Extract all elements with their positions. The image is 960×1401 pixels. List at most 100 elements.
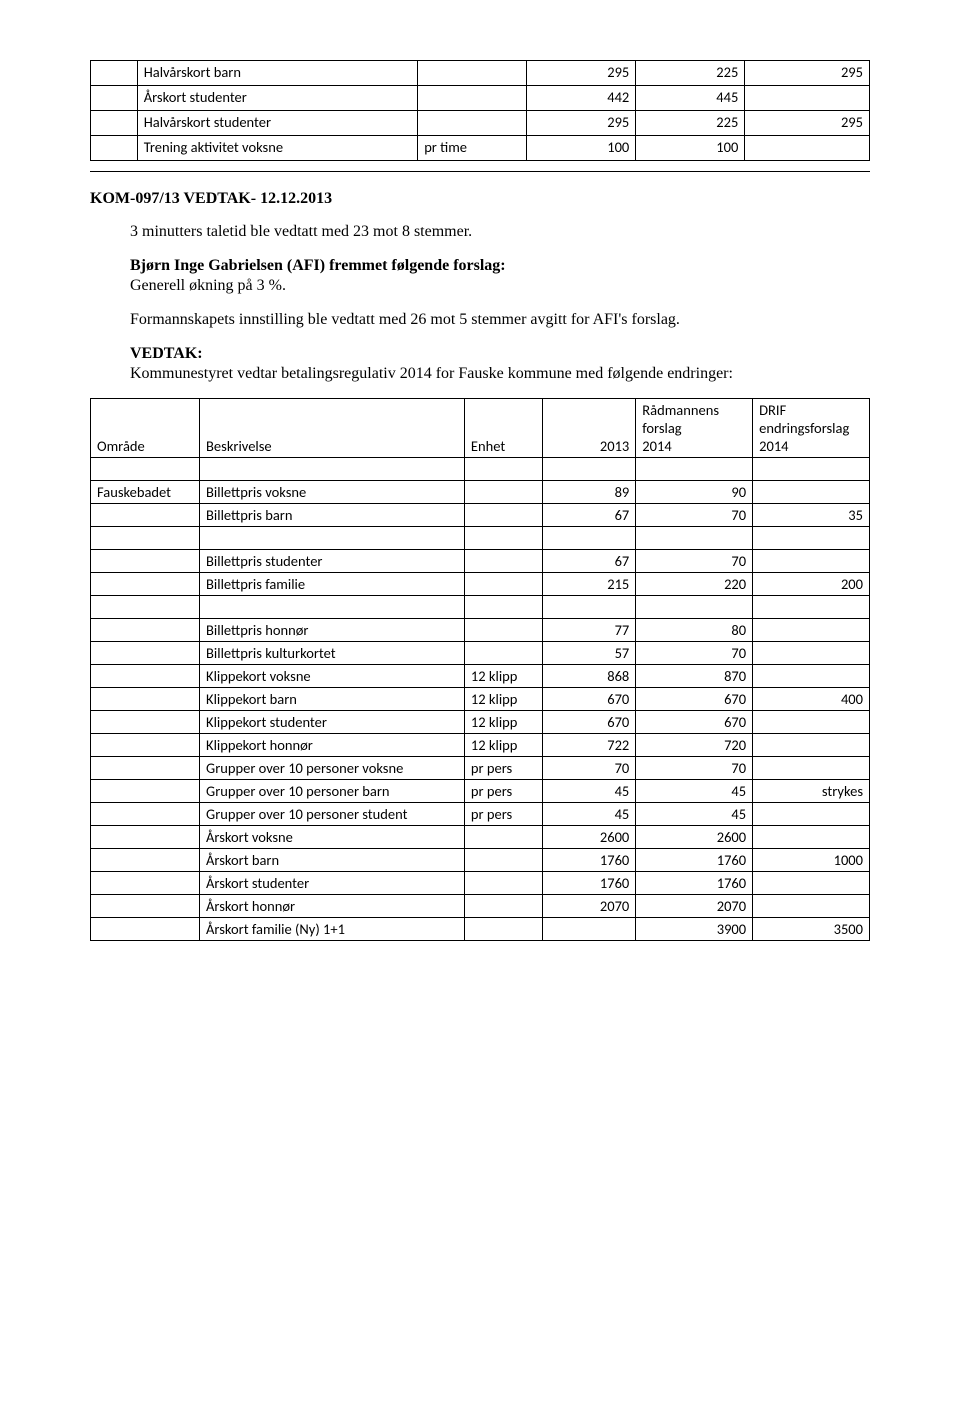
- cell: 225: [636, 61, 745, 86]
- cell-unit: pr pers: [464, 780, 542, 803]
- cell-area: Fauskebadet: [91, 481, 200, 504]
- cell-area: [91, 550, 200, 573]
- cell-drif: [753, 481, 870, 504]
- cell: 442: [527, 86, 636, 111]
- cell-2014: 720: [636, 734, 753, 757]
- table-row: Grupper over 10 personer barnpr pers4545…: [91, 780, 870, 803]
- cell: pr time: [418, 136, 527, 161]
- cell-unit: [464, 918, 542, 941]
- cell-2013: 2070: [542, 895, 635, 918]
- cell-desc: Årskort barn: [200, 849, 465, 872]
- paragraph-1: 3 minutters taletid ble vedtatt med 23 m…: [130, 222, 870, 242]
- cell-drif: [753, 895, 870, 918]
- cell-2014: 45: [636, 780, 753, 803]
- cell-2013: 722: [542, 734, 635, 757]
- cell-area: [91, 826, 200, 849]
- cell: 225: [636, 111, 745, 136]
- table-row: Billettpris honnør7780: [91, 619, 870, 642]
- cell-desc: Grupper over 10 personer barn: [200, 780, 465, 803]
- cell-2014: 70: [636, 504, 753, 527]
- cell-2014: 90: [636, 481, 753, 504]
- cell-2014: 70: [636, 757, 753, 780]
- cell-desc: Klippekort studenter: [200, 711, 465, 734]
- table-row: Billettpris barn677035: [91, 504, 870, 527]
- cell-drif: [753, 734, 870, 757]
- table-row: Klippekort studenter12 klipp670670: [91, 711, 870, 734]
- cell-drif: [753, 550, 870, 573]
- cell-unit: [464, 642, 542, 665]
- cell-2014: 3900: [636, 918, 753, 941]
- cell-desc: Årskort honnør: [200, 895, 465, 918]
- cell-unit: [464, 619, 542, 642]
- table-row: FauskebadetBillettpris voksne8990: [91, 481, 870, 504]
- cell-unit: pr pers: [464, 803, 542, 826]
- cell-desc: Klippekort honnør: [200, 734, 465, 757]
- table-row: Billettpris familie215220200: [91, 573, 870, 596]
- table-row: Årskort studenter17601760: [91, 872, 870, 895]
- cell-label: Halvårskort studenter: [137, 111, 417, 136]
- table-row: Trening aktivitet voksnepr time100100: [91, 136, 870, 161]
- cell-area: [91, 573, 200, 596]
- cell-unit: [464, 573, 542, 596]
- cell-label: Årskort studenter: [137, 86, 417, 111]
- separator: [90, 171, 870, 172]
- table-row: Grupper over 10 personer studentpr pers4…: [91, 803, 870, 826]
- table-row: Klippekort honnør12 klipp722720: [91, 734, 870, 757]
- table-row: Grupper over 10 personer voksnepr pers70…: [91, 757, 870, 780]
- cell: [745, 136, 870, 161]
- cell: [91, 136, 138, 161]
- cell-desc: Billettpris voksne: [200, 481, 465, 504]
- cell-2014: 2600: [636, 826, 753, 849]
- cell: [418, 111, 527, 136]
- cell-2014: 670: [636, 711, 753, 734]
- cell-2013: 670: [542, 711, 635, 734]
- col-desc: Beskrivelse: [200, 399, 465, 458]
- cell-2014: 70: [636, 642, 753, 665]
- cell-desc: Billettpris studenter: [200, 550, 465, 573]
- cell: [91, 61, 138, 86]
- spacer-row: [91, 527, 870, 550]
- cell-2013: 67: [542, 504, 635, 527]
- cell-2013: 67: [542, 550, 635, 573]
- section-heading: KOM-097/13 VEDTAK- 12.12.2013: [90, 190, 870, 208]
- cell-unit: 12 klipp: [464, 665, 542, 688]
- cell-2013: 868: [542, 665, 635, 688]
- cell: [91, 86, 138, 111]
- cell-area: [91, 757, 200, 780]
- cell-area: [91, 642, 200, 665]
- cell-unit: [464, 826, 542, 849]
- cell: [91, 111, 138, 136]
- cell-2014: 45: [636, 803, 753, 826]
- cell-drif: [753, 642, 870, 665]
- cell-unit: [464, 504, 542, 527]
- cell-unit: [464, 895, 542, 918]
- cell-2013: 45: [542, 780, 635, 803]
- cell-unit: 12 klipp: [464, 734, 542, 757]
- col-2013: 2013: [542, 399, 635, 458]
- cell-drif: [753, 803, 870, 826]
- spacer-row: [91, 458, 870, 481]
- proposal-author: Bjørn Inge Gabrielsen (AFI) fremmet følg…: [130, 257, 506, 274]
- cell-drif: 3500: [753, 918, 870, 941]
- top-pricing-table: Halvårskort barn295225295Årskort student…: [90, 60, 870, 161]
- cell: [418, 61, 527, 86]
- cell-desc: Billettpris kulturkortet: [200, 642, 465, 665]
- col-unit: Enhet: [464, 399, 542, 458]
- cell: 295: [745, 61, 870, 86]
- table-row: Årskort barn176017601000: [91, 849, 870, 872]
- cell-2013: 1760: [542, 872, 635, 895]
- cell-area: [91, 895, 200, 918]
- cell-desc: Klippekort barn: [200, 688, 465, 711]
- cell-label: Trening aktivitet voksne: [137, 136, 417, 161]
- cell-desc: Billettpris barn: [200, 504, 465, 527]
- cell-area: [91, 688, 200, 711]
- cell-area: [91, 619, 200, 642]
- table-row: Årskort studenter442445: [91, 86, 870, 111]
- vedtak-text: Kommunestyret vedtar betalingsregulativ …: [130, 365, 733, 382]
- cell-2013: [542, 918, 635, 941]
- cell-2013: 70: [542, 757, 635, 780]
- cell-unit: pr pers: [464, 757, 542, 780]
- cell-2014: 1760: [636, 872, 753, 895]
- cell-2014: 70: [636, 550, 753, 573]
- table-row: Årskort voksne26002600: [91, 826, 870, 849]
